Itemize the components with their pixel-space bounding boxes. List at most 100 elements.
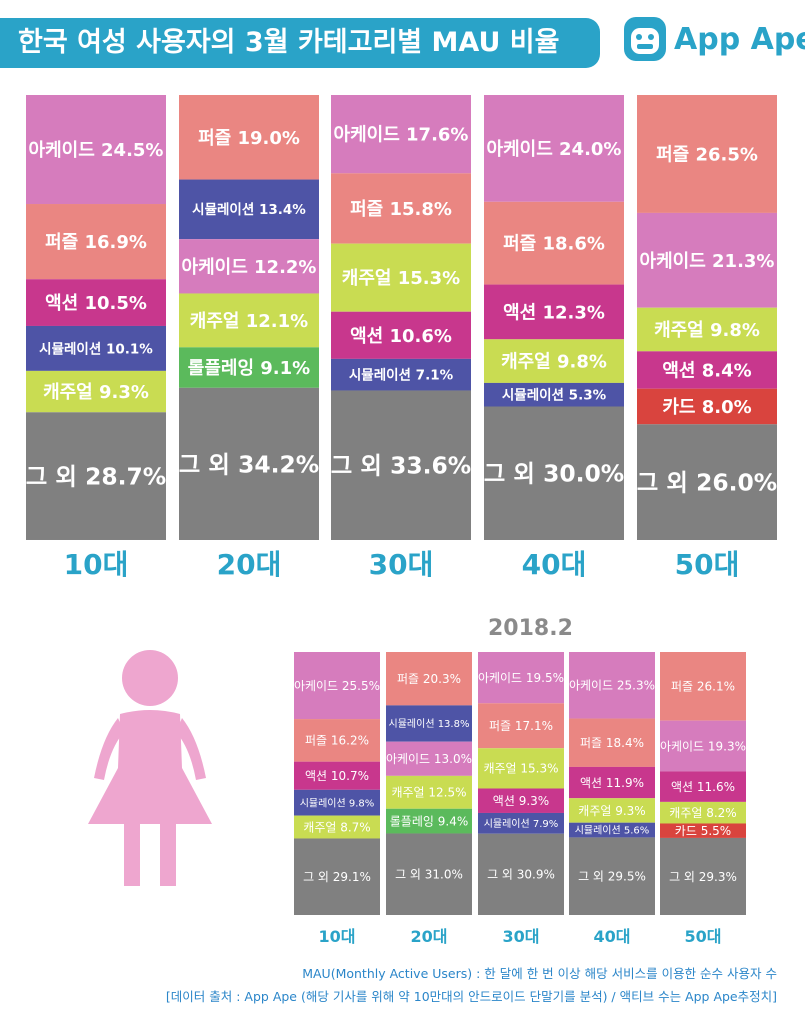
segment-label-1-40대-시뮬레이션: 시뮬레이션 5.3%	[502, 387, 607, 404]
bar-segment-2-20대-롤플레잉	[386, 808, 472, 834]
segment-label-1-40대-아케이드: 아케이드 24.0%	[487, 139, 622, 160]
bar-segment-2-10대-그 외	[294, 838, 380, 915]
segment-label-2-30대-캐주얼: 캐주얼 15.3%	[483, 762, 558, 776]
bar-segment-1-20대-퍼즐	[179, 95, 319, 180]
segment-label-2-10대-퍼즐: 퍼즐 16.2%	[305, 734, 369, 748]
segment-label-1-50대-그 외: 그 외 26.0%	[637, 469, 777, 497]
bar-segment-1-20대-아케이드	[179, 239, 319, 294]
bar-segment-2-10대-퍼즐	[294, 719, 380, 762]
segment-label-1-30대-퍼즐: 퍼즐 15.8%	[350, 199, 452, 220]
segment-label-2-50대-퍼즐: 퍼즐 26.1%	[671, 680, 735, 694]
segment-label-2-20대-퍼즐: 퍼즐 20.3%	[397, 672, 461, 686]
bar-segment-1-20대-캐주얼	[179, 293, 319, 348]
segment-label-2-40대-액션: 액션 11.9%	[580, 776, 644, 790]
bar-segment-2-50대-그 외	[660, 837, 746, 915]
segment-label-2-50대-그 외: 그 외 29.3%	[669, 870, 737, 884]
bar-segment-2-50대-캐주얼	[660, 801, 746, 824]
segment-label-1-30대-아케이드: 아케이드 17.6%	[334, 125, 469, 146]
bar-segment-2-10대-액션	[294, 761, 380, 790]
segment-label-1-50대-퍼즐: 퍼즐 26.5%	[656, 144, 758, 165]
segment-label-1-30대-그 외: 그 외 33.6%	[331, 452, 471, 480]
segment-label-2-40대-그 외: 그 외 29.5%	[578, 870, 646, 884]
x-axis-label-1-10대: 10대	[64, 548, 129, 581]
bar-segment-1-30대-시뮬레이션	[331, 358, 471, 391]
bar-segment-2-20대-퍼즐	[386, 652, 472, 706]
segment-label-2-30대-그 외: 그 외 30.9%	[487, 868, 555, 882]
segment-label-1-40대-퍼즐: 퍼즐 18.6%	[503, 234, 605, 255]
segment-label-2-20대-캐주얼: 캐주얼 12.5%	[391, 786, 466, 800]
bar-segment-1-50대-캐주얼	[637, 307, 777, 352]
woman-icon	[88, 650, 212, 886]
bar-segment-2-10대-시뮬레이션	[294, 789, 380, 816]
ape-face-icon	[624, 17, 666, 61]
segment-label-2-50대-카드: 카드 5.5%	[675, 824, 731, 838]
segment-label-2-10대-캐주얼: 캐주얼 8.7%	[303, 820, 370, 834]
bar-segment-2-20대-시뮬레이션	[386, 705, 472, 742]
bar-segment-1-30대-캐주얼	[331, 243, 471, 312]
x-axis-label-1-30대: 30대	[369, 548, 434, 581]
bar-segment-1-30대-액션	[331, 311, 471, 359]
segment-label-2-40대-아케이드: 아케이드 25.3%	[569, 679, 655, 693]
bar-segment-1-20대-시뮬레이션	[179, 179, 319, 240]
bar-segment-1-40대-캐주얼	[484, 339, 624, 383]
title-banner: 한국 여성 사용자의 3월 카테고리별 MAU 비율	[0, 18, 600, 68]
bar-segment-1-30대-아케이드	[331, 95, 471, 174]
segment-label-2-20대-아케이드: 아케이드 13.0%	[386, 752, 472, 766]
bar-segment-1-50대-그 외	[637, 424, 777, 540]
segment-label-2-30대-퍼즐: 퍼즐 17.1%	[489, 719, 553, 733]
segment-label-1-50대-액션: 액션 8.4%	[662, 361, 751, 382]
bar-segment-1-30대-퍼즐	[331, 173, 471, 244]
bar-segment-2-40대-그 외	[569, 837, 655, 915]
segment-label-1-50대-캐주얼: 캐주얼 9.8%	[654, 320, 760, 341]
bar-segment-2-30대-그 외	[478, 833, 564, 915]
segment-label-1-30대-캐주얼: 캐주얼 15.3%	[342, 268, 460, 289]
bar-segment-2-40대-아케이드	[569, 652, 655, 719]
bar-segment-1-10대-액션	[26, 279, 166, 326]
segment-label-1-20대-시뮬레이션: 시뮬레이션 13.4%	[192, 201, 306, 218]
segment-label-2-10대-그 외: 그 외 29.1%	[303, 870, 371, 884]
segment-label-2-30대-액션: 액션 9.3%	[493, 794, 549, 808]
bar-segment-1-40대-아케이드	[484, 95, 624, 202]
segment-label-2-30대-시뮬레이션: 시뮬레이션 7.9%	[484, 818, 559, 830]
x-axis-label-1-40대: 40대	[522, 548, 587, 581]
bar-segment-1-40대-그 외	[484, 406, 624, 540]
bar-segment-2-20대-아케이드	[386, 741, 472, 776]
bar-segment-2-10대-캐주얼	[294, 815, 380, 839]
logo-text: App Ape	[674, 22, 805, 57]
segment-label-1-20대-퍼즐: 퍼즐 19.0%	[198, 128, 300, 149]
bar-segment-2-30대-액션	[478, 788, 564, 813]
footnote-mau: MAU(Monthly Active Users) : 한 달에 한 번 이상 …	[302, 966, 777, 981]
segment-label-1-10대-캐주얼: 캐주얼 9.3%	[43, 382, 149, 403]
segment-label-1-50대-카드: 카드 8.0%	[662, 397, 751, 418]
segment-label-1-10대-그 외: 그 외 28.7%	[26, 463, 166, 491]
segment-label-2-10대-시뮬레이션: 시뮬레이션 9.8%	[300, 797, 375, 809]
x-axis-label-2-50대: 50대	[685, 927, 722, 946]
bar-segment-2-50대-카드	[660, 823, 746, 838]
segment-label-2-50대-캐주얼: 캐주얼 8.2%	[669, 806, 736, 820]
segment-label-2-20대-그 외: 그 외 31.0%	[395, 868, 463, 882]
bar-segment-1-20대-그 외	[179, 387, 319, 540]
segment-label-1-20대-롤플레잉: 롤플레잉 9.1%	[188, 358, 310, 379]
bar-segment-2-20대-그 외	[386, 833, 472, 915]
segment-label-1-10대-시뮬레이션: 시뮬레이션 10.1%	[39, 340, 153, 357]
segment-label-2-20대-롤플레잉: 롤플레잉 9.4%	[390, 814, 468, 828]
bar-segment-1-10대-캐주얼	[26, 370, 166, 413]
bar-segment-1-50대-카드	[637, 388, 777, 425]
segment-label-1-10대-액션: 액션 10.5%	[45, 293, 147, 314]
bar-segment-2-40대-캐주얼	[569, 798, 655, 823]
bar-segment-2-40대-액션	[569, 766, 655, 799]
segment-label-2-20대-시뮬레이션: 시뮬레이션 13.8%	[389, 718, 470, 730]
bar-segment-1-50대-아케이드	[637, 212, 777, 308]
segment-label-1-30대-시뮬레이션: 시뮬레이션 7.1%	[349, 367, 454, 384]
segment-label-1-40대-그 외: 그 외 30.0%	[484, 460, 624, 488]
bar-segment-2-50대-액션	[660, 771, 746, 802]
x-axis-label-1-20대: 20대	[217, 548, 282, 581]
x-axis-label-1-50대: 50대	[675, 548, 740, 581]
footnote-source: [데이터 출처 : App Ape (해당 기사를 위해 약 10만대의 안드로…	[165, 989, 777, 1004]
x-axis-label-2-40대: 40대	[594, 927, 631, 946]
bar-segment-1-50대-액션	[637, 351, 777, 389]
bar-segment-2-30대-퍼즐	[478, 703, 564, 749]
bar-segment-1-10대-아케이드	[26, 95, 166, 205]
segment-label-1-20대-아케이드: 아케이드 12.2%	[182, 257, 317, 278]
bar-segment-2-40대-시뮬레이션	[569, 822, 655, 838]
